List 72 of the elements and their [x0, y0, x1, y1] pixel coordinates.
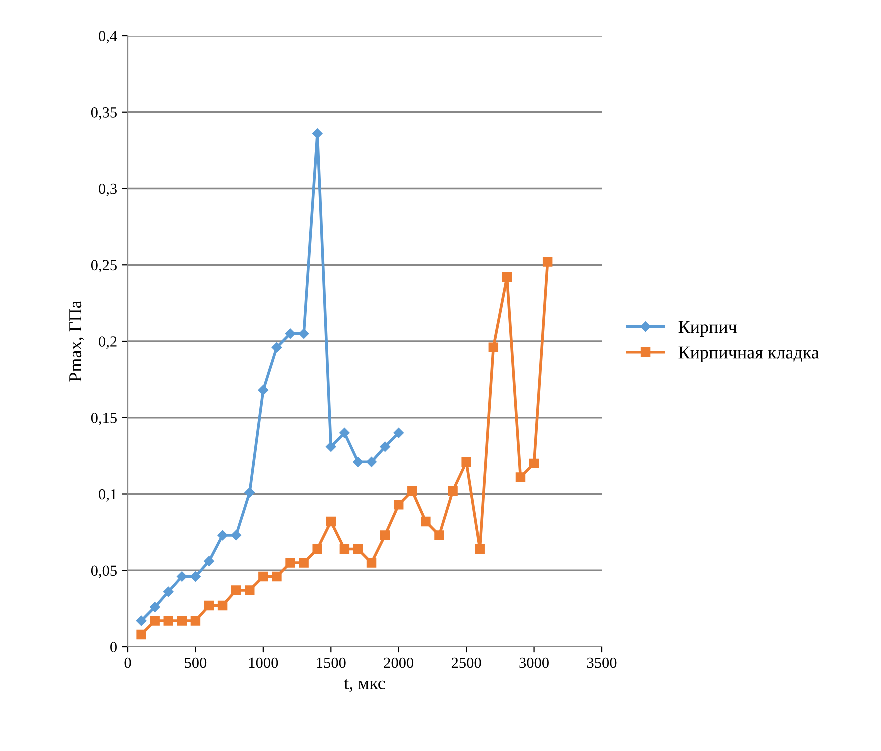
point [204, 556, 214, 567]
point [150, 602, 160, 612]
y-tick-label: 0,1 [99, 489, 117, 502]
point [218, 600, 228, 611]
x-tick-label: 1500 [317, 658, 346, 668]
point [150, 616, 160, 626]
point [298, 328, 310, 339]
y-tick-label: 0,25 [91, 260, 117, 273]
point [272, 342, 282, 353]
point [542, 257, 553, 267]
point [164, 616, 174, 626]
x-tick-label: 2500 [452, 658, 482, 668]
point [258, 572, 268, 582]
y-tick-label: 0,35 [91, 108, 117, 120]
point [434, 530, 444, 540]
x-tick-label: 0 [124, 658, 132, 668]
point [421, 516, 431, 527]
point [516, 472, 526, 482]
point [380, 530, 390, 540]
point [475, 544, 485, 554]
y-tick-label: 0,15 [91, 413, 117, 426]
y-tick-label: 0,3 [99, 184, 117, 196]
point [164, 586, 174, 598]
point [299, 558, 309, 568]
y-tick-label: 0,4 [99, 31, 118, 44]
point [366, 558, 377, 568]
point [394, 428, 404, 438]
point [272, 572, 282, 582]
point [285, 328, 296, 339]
point [380, 442, 390, 452]
point [190, 616, 201, 626]
point [312, 128, 323, 139]
point [177, 616, 188, 626]
point [326, 516, 336, 527]
point [204, 600, 214, 611]
legend-label: Кирпичная кладка [678, 346, 820, 362]
point [218, 530, 228, 541]
y-axis-title: Pmax, ГПа [70, 300, 84, 382]
point [245, 586, 255, 596]
point [394, 500, 404, 510]
y-tick-label: 0 [110, 642, 117, 652]
y-tick-label: 0,2 [99, 336, 117, 350]
x-axis-title: t, мкс [344, 679, 386, 692]
point [231, 586, 242, 596]
point [286, 558, 296, 568]
point [502, 272, 512, 282]
x-tick-label: 2000 [384, 658, 414, 668]
x-tick-label: 1000 [249, 658, 278, 668]
point [340, 428, 350, 438]
point [244, 488, 255, 498]
point [136, 616, 147, 626]
point [258, 385, 269, 396]
point [488, 342, 499, 352]
point [448, 486, 458, 496]
y-tick-label: 0,05 [91, 566, 117, 578]
point [462, 457, 472, 468]
point [177, 572, 188, 582]
x-tick-label: 3000 [520, 658, 549, 668]
point [353, 457, 364, 468]
point [408, 486, 418, 496]
point [312, 544, 322, 554]
legend-label: Кирпич [678, 321, 737, 337]
point [136, 630, 146, 640]
point [353, 544, 364, 554]
point [366, 457, 377, 468]
x-tick-label: 3500 [587, 658, 617, 668]
point [326, 442, 336, 452]
point [190, 572, 201, 582]
point [529, 458, 540, 469]
point [231, 530, 242, 541]
point [340, 544, 350, 554]
x-tick-label: 500 [185, 658, 207, 668]
